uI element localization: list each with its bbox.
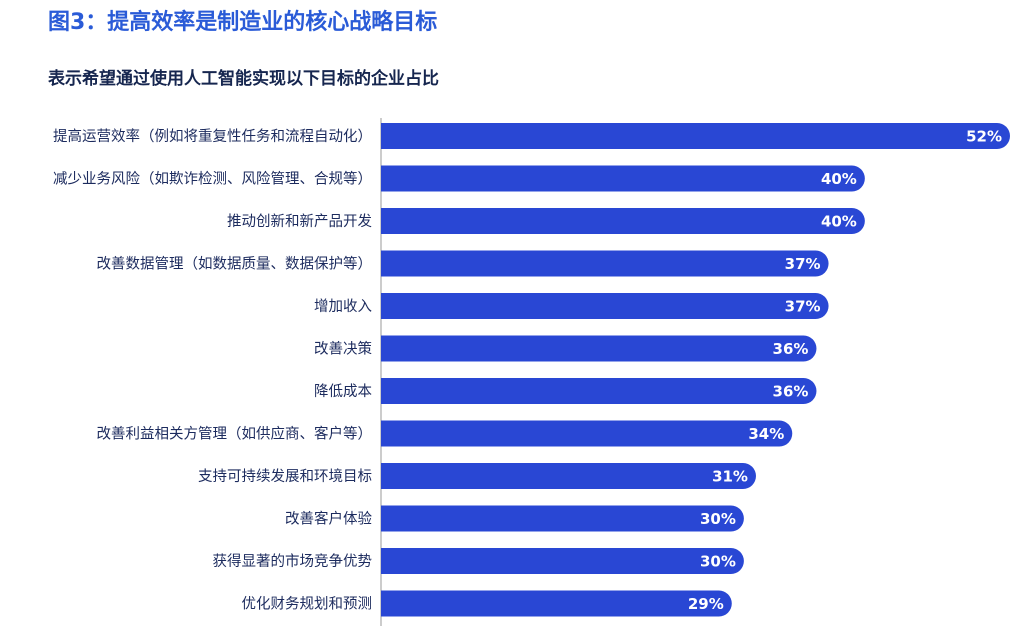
- bar: [381, 335, 817, 362]
- bar: [381, 123, 1010, 149]
- bar: [381, 548, 744, 574]
- chart-subtitle: 表示希望通过使用人工智能实现以下目标的企业占比: [48, 68, 439, 89]
- value-label: 31%: [712, 468, 748, 486]
- value-label: 52%: [966, 128, 1002, 146]
- value-label: 30%: [700, 510, 736, 528]
- bar: [381, 505, 744, 532]
- y-tick-label: 获得显著的市场竞争优势: [213, 552, 373, 570]
- value-label: 36%: [773, 340, 809, 358]
- bar: [381, 165, 865, 192]
- value-label: 40%: [821, 213, 857, 231]
- value-label: 36%: [773, 383, 809, 401]
- bar: [381, 250, 829, 277]
- y-tick-label: 改善利益相关方管理（如供应商、客户等）: [97, 425, 373, 443]
- value-label: 37%: [785, 298, 821, 316]
- y-tick-label: 改善决策: [314, 341, 372, 358]
- y-tick-label: 改善客户体验: [285, 511, 372, 528]
- y-tick-label: 支持可持续发展和环境目标: [198, 467, 372, 485]
- y-tick-label: 提高运营效率（例如将重复性任务和流程自动化）: [53, 127, 372, 145]
- value-label: 30%: [700, 553, 736, 571]
- y-tick-label: 改善数据管理（如数据质量、数据保护等）: [97, 255, 373, 273]
- bar: [381, 208, 865, 234]
- value-label: 34%: [748, 425, 784, 443]
- value-label: 29%: [688, 595, 724, 613]
- y-tick-label: 推动创新和新产品开发: [227, 213, 372, 230]
- y-tick-label: 减少业务风险（如欺诈检测、风险管理、合规等）: [53, 170, 372, 188]
- y-tick-label: 优化财务规划和预测: [242, 596, 373, 613]
- chart-title: 图3：提高效率是制造业的核心战略目标: [48, 9, 437, 35]
- bar: [381, 463, 756, 489]
- bar: [381, 293, 829, 319]
- y-tick-label: 降低成本: [314, 383, 372, 400]
- bar: [381, 420, 793, 447]
- y-tick-label: 增加收入: [314, 298, 372, 315]
- value-label: 37%: [785, 255, 821, 273]
- value-label: 40%: [821, 170, 857, 188]
- bar: [381, 590, 732, 617]
- bar: [381, 378, 817, 404]
